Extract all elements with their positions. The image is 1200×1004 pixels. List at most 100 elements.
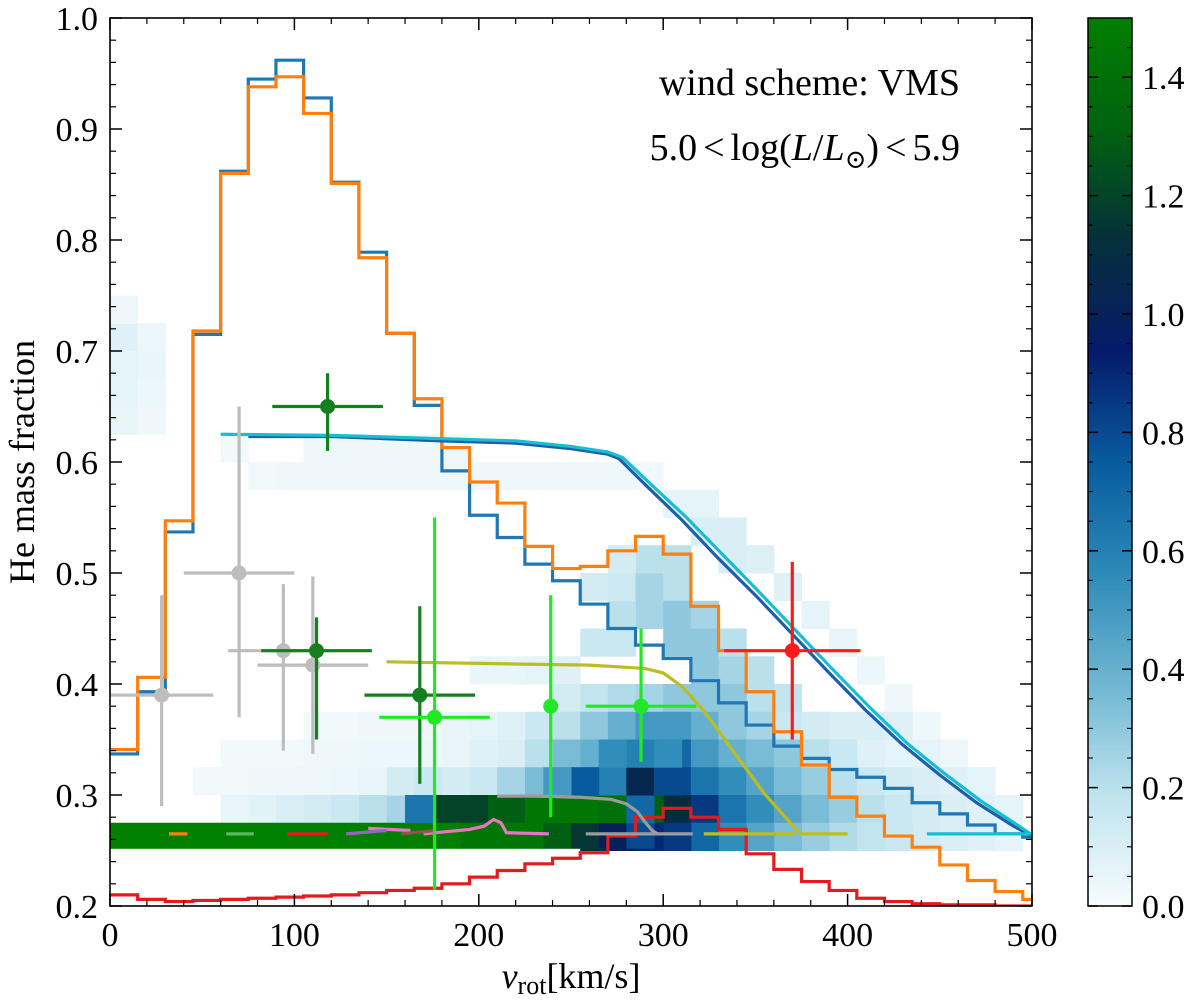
point-marker [412,687,428,703]
heatmap-cell [607,600,637,629]
heatmap-band [524,795,600,824]
heatmap-cell [303,462,332,491]
colorbar-tick-label: 0.8 [1142,415,1185,452]
heatmap-cell [580,684,609,713]
heatmap-cell [552,462,581,491]
heatmap-cell [746,822,775,851]
heatmap-cell [801,822,830,851]
heatmap-cell [524,656,554,685]
heatmap-cell [331,739,360,768]
heatmap-cell [912,795,941,824]
heatmap-cell [303,767,332,796]
lime-point-1 [379,517,490,890]
heatmap-cell [635,462,664,491]
heatmap-cell [801,600,830,629]
series-layer [110,58,1032,906]
y-tick-label: 0.6 [56,445,99,482]
heatmap-cell [220,434,249,463]
point-marker [427,709,443,725]
heatmap-cell [856,822,885,851]
point-marker [784,643,800,659]
heatmap-cell [801,795,830,824]
y-axis-title: He mass fraction [2,340,42,584]
heatmap-cell [690,684,720,713]
heatmap-cell [607,628,637,657]
heatmap-cell [552,739,581,768]
heatmap-cell [801,711,830,740]
y-tick-label: 0.9 [56,112,99,149]
heatmap-cell [663,711,692,740]
x-tick-label: 400 [822,917,873,954]
heatmap-cell [746,545,775,574]
heatmap-cell [580,462,609,491]
x-tick-label: 100 [269,917,320,954]
track-cyan [220,432,1032,837]
heatmap-cell [773,711,802,740]
heatmap-cell [469,767,498,796]
heatmap-cell [718,545,747,574]
heatmap-cell [220,795,249,824]
axis-ticks: 0 100 200 300 400 500 0.2 0.3 0.4 0.5 0.6 0.7 0.8 0.9… [56,1,1058,954]
point-marker [309,643,325,659]
heatmap-cell [358,462,388,491]
heatmap-cell [829,795,858,824]
heatmap-cell [690,795,720,824]
darkgreen-point-1 [272,373,383,451]
heatmap-band [543,767,572,796]
point-marker [320,399,336,414]
heatmap-cell [110,406,139,435]
heatmap-cell [884,767,913,796]
heatmap-cell [137,406,166,435]
heatmap-cell [414,462,443,491]
darkgreen-point-3 [364,606,476,784]
y-tick-label: 0.3 [56,778,99,815]
heatmap-cell [746,684,775,713]
heatmap-cell [663,600,692,629]
heatmap-cell [967,767,996,796]
heatmap-cell [718,767,747,796]
lime-point-3 [585,628,697,762]
heatmap-band [432,795,489,824]
gray-point-2 [183,406,295,718]
colorbar-tick-label: 1.2 [1142,179,1185,216]
heatmap-band [110,822,434,849]
x-tick-label: 200 [453,917,504,954]
heatmap-cell [497,711,526,740]
y-tick-label: 0.8 [56,223,99,260]
heatmap-cell [248,739,277,768]
heatmap-cell [829,739,858,768]
annotation-luminosity: 5.0 < log(L/L⊙) <5.9 [650,127,960,174]
heatmap-cell [773,822,802,851]
heatmap-cell [497,767,526,796]
heatmap-cell [635,600,664,629]
colorbar-tick-label: 1.4 [1142,60,1185,97]
colorbar-tick-label: 0.4 [1142,652,1185,689]
heatmap-cell [110,351,139,380]
heatmap-cell [690,739,720,768]
heatmap-cell [663,628,692,657]
heatmap-cell [856,739,885,768]
heatmap-band [653,767,683,796]
heatmap-cell [773,573,802,602]
heatmap-cell [663,545,692,574]
x-tick-label: 500 [1007,917,1058,954]
heatmap-cell [441,462,471,491]
gray-point-1 [110,595,214,807]
heatmap-band [598,767,627,796]
heatmap-cell [635,545,664,574]
x-tick-label: 300 [638,917,689,954]
heatmap-cell [801,767,830,796]
heatmap-cell [275,767,305,796]
heatmap-cell [718,822,747,851]
data-points-layer [110,373,861,890]
colorbar-tick-label: 0.2 [1142,771,1185,808]
heatmap-cell [718,684,747,713]
heatmap-cell [386,462,415,491]
heatmap-cell [690,517,720,546]
heatmap-band [626,795,655,824]
heatmap-cell [829,711,858,740]
track-brown-dash [401,828,435,836]
heatmap-cell [690,489,720,518]
heatmap-cell [110,323,139,352]
